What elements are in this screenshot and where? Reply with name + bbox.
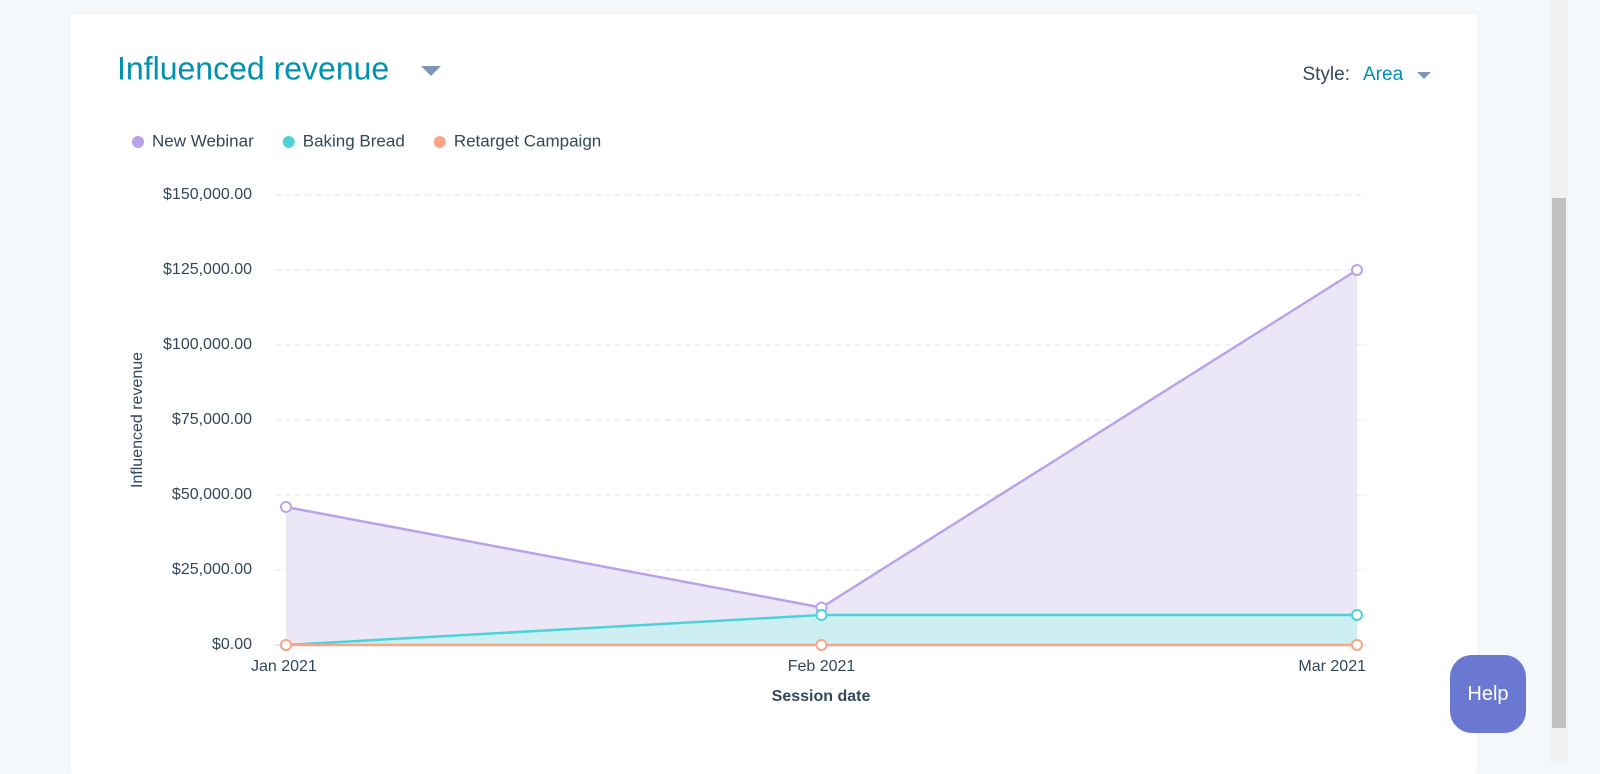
data-point [280, 639, 292, 651]
data-point [815, 609, 828, 621]
legend-marker [282, 136, 295, 148]
y-tick-label: $100,000.00 [163, 336, 252, 353]
data-point [1351, 609, 1363, 621]
y-tick-label: $50,000.00 [172, 486, 252, 503]
x-tick-label: Jan 2021 [251, 658, 317, 675]
legend-label: New Webinar [152, 131, 254, 150]
y-tick-label: $25,000.00 [172, 561, 252, 578]
y-axis-title: Influenced revenue [129, 352, 146, 488]
legend-label: Retarget Campaign [454, 131, 601, 150]
scrollbar-thumb[interactable] [1552, 198, 1566, 728]
x-tick-label: Mar 2021 [1298, 658, 1366, 675]
chart-title[interactable]: Influenced revenue [117, 50, 389, 86]
x-axis-title: Session date [772, 688, 871, 705]
help-button[interactable]: Help [1450, 655, 1526, 733]
style-dropdown[interactable]: Area [1363, 64, 1404, 85]
legend-label: Baking Bread [303, 131, 405, 150]
legend-marker [132, 136, 144, 148]
style-dropdown-caret[interactable] [1417, 72, 1431, 79]
data-point [280, 501, 292, 513]
data-point [1351, 264, 1363, 276]
data-point [1351, 639, 1363, 651]
y-tick-label: $0.00 [212, 636, 252, 653]
chart: Influenced revenue Style: Area Influence… [117, 50, 1431, 705]
x-tick-label: Feb 2021 [788, 658, 856, 675]
legend-marker [433, 136, 446, 148]
data-point [815, 639, 828, 651]
style-label: Style: [1302, 64, 1350, 85]
y-tick-label: $75,000.00 [172, 411, 252, 428]
y-tick-label: $125,000.00 [163, 261, 252, 278]
y-tick-label: $150,000.00 [163, 186, 252, 203]
title-dropdown-caret[interactable] [421, 66, 441, 76]
area-fill [286, 270, 1357, 645]
area-fill [286, 615, 1357, 645]
